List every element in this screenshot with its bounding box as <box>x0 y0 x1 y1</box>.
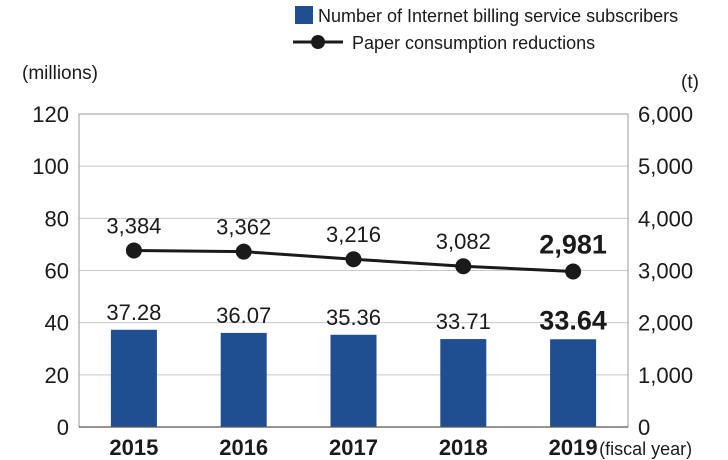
bar-2016 <box>220 332 267 427</box>
bar-layer <box>110 329 597 427</box>
line-value-label: 3,384 <box>106 213 161 238</box>
bar-value-label: 33.64 <box>539 305 607 335</box>
line-point-2015 <box>125 242 142 259</box>
axis-layer: 0 0 20 1,000 40 2,000 60 3,000 80 4,000 100 5,000 12… <box>32 102 693 460</box>
y-left-tick-label: 60 <box>45 259 69 284</box>
line-value-label: 3,082 <box>436 229 491 254</box>
x-tick-label: 2016 <box>219 435 268 460</box>
line-point-2017 <box>345 251 362 268</box>
legend-bar-label: Number of Internet billing service subsc… <box>318 6 678 26</box>
x-axis-unit: (fiscal year) <box>599 439 692 459</box>
y-left-tick-label: 20 <box>45 363 69 388</box>
bar-2019 <box>550 339 597 427</box>
line-layer <box>125 242 582 280</box>
line-value-label: 3,216 <box>326 222 381 247</box>
x-tick-label: 2018 <box>439 435 488 460</box>
label-layer: 37.28 36.07 35.36 33.71 33.64 3,384 3,362 3,216… <box>106 213 607 335</box>
right-axis-unit: (t) <box>681 72 699 93</box>
bar-value-label: 35.36 <box>326 305 381 330</box>
y-right-tick-label: 0 <box>638 415 650 440</box>
line-value-label: 3,362 <box>216 215 271 240</box>
y-left-tick-label: 0 <box>57 415 69 440</box>
legend-line-marker <box>311 35 325 49</box>
y-right-tick-label: 4,000 <box>638 206 693 231</box>
left-axis-unit: (millions) <box>22 63 98 84</box>
y-left-tick-label: 100 <box>32 154 69 179</box>
line-point-2018 <box>455 258 472 275</box>
y-right-tick-label: 2,000 <box>638 311 693 336</box>
bar-value-label: 36.07 <box>216 303 271 328</box>
x-tick-label: 2015 <box>109 435 158 460</box>
legend-bar-swatch <box>295 6 313 24</box>
x-tick-label: 2019 <box>549 435 598 460</box>
line-point-2019 <box>565 263 582 280</box>
bar-value-label: 33.71 <box>436 309 491 334</box>
bar-value-label: 37.28 <box>106 300 161 325</box>
y-right-tick-label: 3,000 <box>638 259 693 284</box>
y-left-tick-label: 120 <box>32 102 69 127</box>
legend: Number of Internet billing service subsc… <box>293 6 678 53</box>
y-right-tick-label: 5,000 <box>638 154 693 179</box>
line-point-2016 <box>235 243 252 260</box>
bar-2017 <box>330 334 377 427</box>
line-value-label: 2,981 <box>539 229 607 259</box>
bar-2018 <box>440 339 487 427</box>
x-tick-label: 2017 <box>329 435 378 460</box>
legend-line-label: Paper consumption reductions <box>352 33 595 53</box>
y-left-tick-label: 80 <box>45 206 69 231</box>
bar-2015 <box>110 329 157 427</box>
y-left-tick-label: 40 <box>45 311 69 336</box>
y-right-tick-label: 1,000 <box>638 363 693 388</box>
y-right-tick-label: 6,000 <box>638 102 693 127</box>
